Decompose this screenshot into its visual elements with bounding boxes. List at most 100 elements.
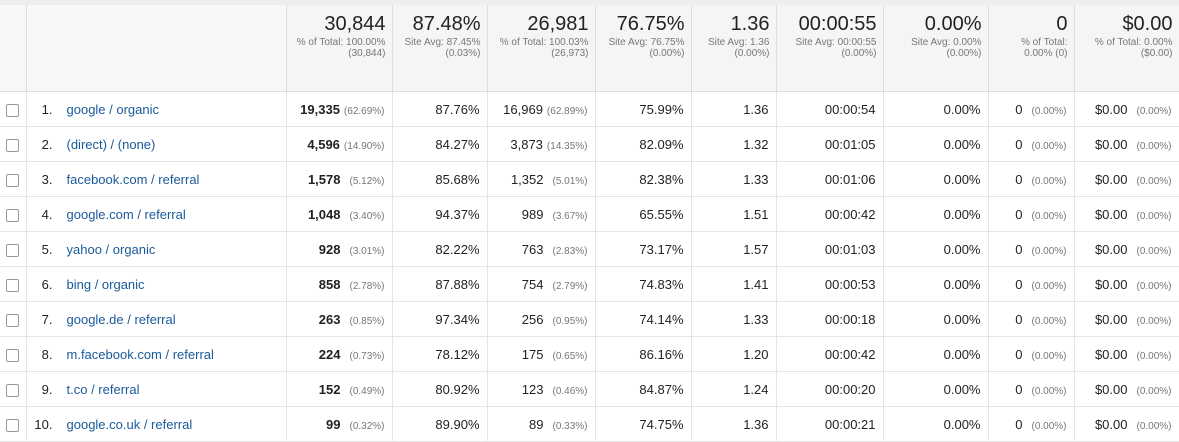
bounce-rate-cell: 65.55% [595, 196, 692, 232]
row-checkbox-cell [0, 126, 27, 162]
avg-duration-cell: 00:00:53 [776, 266, 884, 302]
sessions-percent: (5.12%) [349, 175, 385, 187]
dimension-cell: 1. google / organic [26, 91, 287, 127]
source-medium-link[interactable]: bing / organic [66, 276, 145, 292]
row-number: 9. [41, 381, 53, 397]
goal-value-percent: (0.00%) [1136, 245, 1172, 257]
goal-value-value: $0.00 [1094, 136, 1128, 152]
bounce-rate-cell: 75.99% [595, 91, 692, 127]
goal-completions-percent: (0.00%) [1031, 175, 1067, 187]
goal-value-percent: (0.00%) [1136, 140, 1172, 152]
avg-duration-cell: 00:00:42 [776, 196, 884, 232]
sessions-cell: 19,335 (62.69%) [286, 91, 393, 127]
source-medium-link[interactable]: google.co.uk / referral [66, 416, 193, 432]
dimension-cell: 8. m.facebook.com / referral [26, 336, 287, 372]
pages-session-cell: 1.36 [691, 91, 777, 127]
goal-value-value: $0.00 [1094, 276, 1128, 292]
row-checkbox-cell [0, 336, 27, 372]
dimension-cell: 2. (direct) / (none) [26, 126, 287, 162]
row-checkbox[interactable] [6, 383, 20, 397]
source-medium-link[interactable]: google / organic [66, 101, 160, 117]
dimension-cell: 5. yahoo / organic [26, 231, 287, 267]
new-sessions-total-value: 87.48% [412, 13, 481, 35]
sessions-percent: (3.01%) [349, 245, 385, 257]
pages-session-total-value: 1.36 [730, 13, 770, 35]
row-checkbox[interactable] [6, 138, 20, 152]
pages-session-cell: 1.24 [691, 371, 777, 407]
new-sessions-total-sub: Site Avg: 87.45% (0.03%) [404, 37, 481, 59]
goal-value-percent: (0.00%) [1136, 315, 1172, 327]
conv-rate-cell: 0.00% [883, 161, 989, 197]
bounce-rate-cell: 82.09% [595, 126, 692, 162]
source-medium-link[interactable]: google.com / referral [66, 206, 186, 222]
sessions-value: 224 [318, 346, 341, 362]
goal-completions-percent: (0.00%) [1031, 350, 1067, 362]
sessions-cell: 1,048 (3.40%) [286, 196, 393, 232]
conv-rate-total-value: 0.00% [924, 13, 982, 35]
sessions-value: 4,596 [307, 136, 340, 152]
new-sessions-cell: 82.22% [392, 231, 488, 267]
goal-completions-value: 0 [1015, 206, 1023, 222]
new-sessions-cell: 78.12% [392, 336, 488, 372]
goal-value-value: $0.00 [1094, 101, 1128, 117]
avg-duration-cell: 00:00:21 [776, 406, 884, 442]
source-medium-link[interactable]: m.facebook.com / referral [66, 346, 214, 362]
source-medium-link[interactable]: (direct) / (none) [66, 136, 156, 152]
row-number: 6. [41, 276, 53, 292]
sessions-value: 152 [318, 381, 341, 397]
new-users-cell: 989 (3.67%) [487, 196, 596, 232]
dimension-cell: 10. google.co.uk / referral [26, 406, 287, 442]
row-checkbox[interactable] [6, 313, 20, 327]
new-users-cell: 16,969 (62.89%) [487, 91, 596, 127]
source-medium-link[interactable]: google.de / referral [66, 311, 176, 327]
goal-completions-value: 0 [1015, 346, 1023, 362]
dimension-cell: 9. t.co / referral [26, 371, 287, 407]
sessions-cell: 224 (0.73%) [286, 336, 393, 372]
new-users-value: 175 [521, 346, 544, 362]
pages-session-total-sub: Site Avg: 1.36 (0.00%) [707, 37, 770, 59]
row-checkbox-cell [0, 161, 27, 197]
bounce-rate-cell: 82.38% [595, 161, 692, 197]
goal-value-percent: (0.00%) [1136, 420, 1172, 432]
sessions-value: 99 [326, 416, 341, 432]
goal-completions-percent: (0.00%) [1031, 140, 1067, 152]
row-number: 3. [41, 171, 53, 187]
row-checkbox[interactable] [6, 208, 20, 222]
goal-value-cell: $0.00 (0.00%) [1074, 406, 1179, 442]
avg-duration-total-sub: Site Avg: 00:00:55 (0.00%) [795, 37, 877, 59]
goal-value-total-sub: % of Total: 0.00% ($0.00) [1094, 37, 1173, 59]
goal-value-cell: $0.00 (0.00%) [1074, 371, 1179, 407]
goal-value-cell: $0.00 (0.00%) [1074, 266, 1179, 302]
row-checkbox[interactable] [6, 278, 20, 292]
dimension-cell: 6. bing / organic [26, 266, 287, 302]
row-checkbox[interactable] [6, 243, 20, 257]
table-row: 5. yahoo / organic 928 (3.01%) 82.22% 763 (… [0, 231, 1179, 267]
pages-session-cell: 1.51 [691, 196, 777, 232]
row-checkbox[interactable] [6, 418, 20, 432]
row-number: 1. [41, 101, 53, 117]
conv-rate-cell: 0.00% [883, 406, 989, 442]
goal-completions-value: 0 [1015, 311, 1023, 327]
table-row: 8. m.facebook.com / referral 224 (0.73%) 7… [0, 336, 1179, 372]
pages-session-cell: 1.20 [691, 336, 777, 372]
goal-completions-value: 0 [1015, 416, 1023, 432]
row-checkbox[interactable] [6, 348, 20, 362]
source-medium-link[interactable]: facebook.com / referral [66, 171, 200, 187]
source-medium-link[interactable]: yahoo / organic [66, 241, 156, 257]
row-checkbox[interactable] [6, 103, 20, 117]
goal-completions-percent: (0.00%) [1031, 315, 1067, 327]
pages-session-total: 1.36 Site Avg: 1.36 (0.00%) [691, 0, 777, 92]
goal-value-value: $0.00 [1094, 346, 1128, 362]
new-users-percent: (0.95%) [552, 315, 588, 327]
goal-completions-total-sub: % of Total: 0.00% (0) [1020, 37, 1068, 59]
avg-duration-total-value: 00:00:55 [798, 13, 877, 35]
sessions-value: 1,578 [307, 171, 341, 187]
goal-value-cell: $0.00 (0.00%) [1074, 196, 1179, 232]
bounce-rate-total-sub: Site Avg: 76.75% (0.00%) [608, 37, 685, 59]
row-checkbox[interactable] [6, 173, 20, 187]
sessions-cell: 152 (0.49%) [286, 371, 393, 407]
source-medium-link[interactable]: t.co / referral [66, 381, 140, 397]
new-users-percent: (0.65%) [552, 350, 588, 362]
dimension-cell: 3. facebook.com / referral [26, 161, 287, 197]
sessions-percent: (62.69%) [343, 105, 385, 117]
